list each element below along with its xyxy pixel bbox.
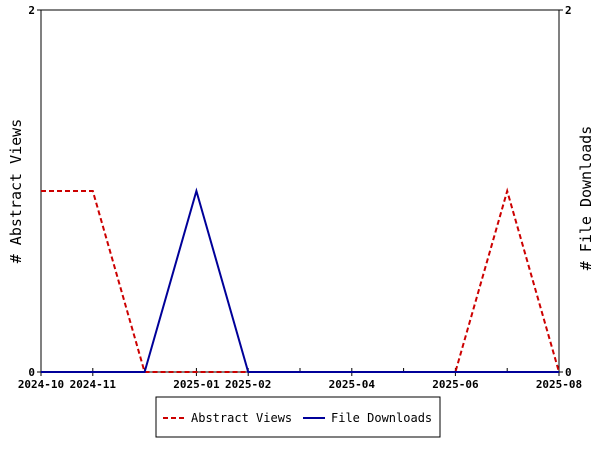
x-tick-label: 2025-01 xyxy=(173,378,220,391)
y-right-tick-label: 0 xyxy=(565,366,572,379)
plot-area xyxy=(40,9,560,373)
y-axes: 0 2 0 2 xyxy=(28,4,571,379)
y-axis-right-title: # File Downloads xyxy=(577,126,595,271)
y-axis-left-title: # Abstract Views xyxy=(7,119,25,264)
series-line-file-downloads xyxy=(41,187,559,373)
legend-label-abstract-views: Abstract Views xyxy=(191,411,292,425)
x-tick-label: 2025-02 xyxy=(225,378,271,391)
y-left-tick-label: 2 xyxy=(28,4,35,17)
legend: Abstract Views File Downloads xyxy=(155,396,441,438)
series-layer xyxy=(41,187,560,373)
x-tick-label: 2025-04 xyxy=(329,378,376,391)
x-tick-label: 2024-10 xyxy=(18,378,64,391)
legend-box xyxy=(155,396,441,438)
x-tick-label: 2025-06 xyxy=(432,378,479,391)
x-tick-label: 2025-08 xyxy=(536,378,582,391)
x-tick-label: 2024-11 xyxy=(70,378,117,391)
y-right-tick-label: 2 xyxy=(565,4,572,17)
legend-label-file-downloads: File Downloads xyxy=(331,411,432,425)
y-left-tick-label: 0 xyxy=(28,366,35,379)
x-axis: 2024-10 2024-11 2025-01 2025-02 2025-04 2025-… xyxy=(18,368,582,391)
